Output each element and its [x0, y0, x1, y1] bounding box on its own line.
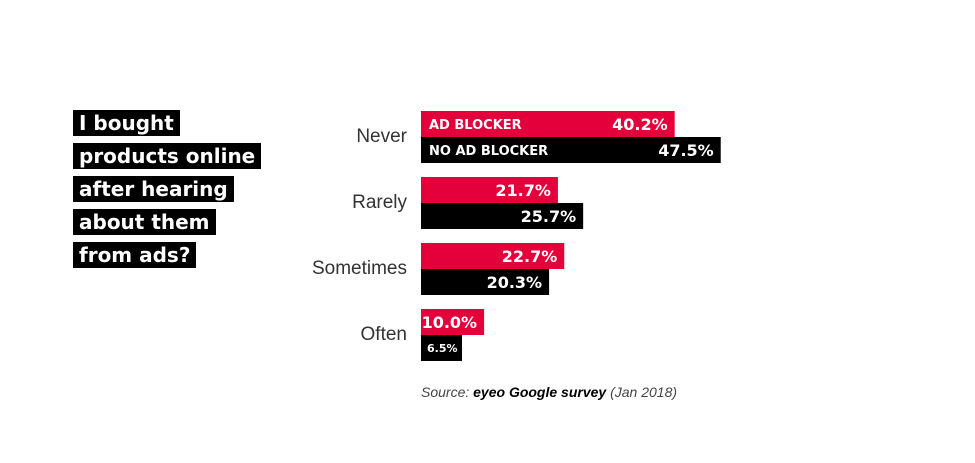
source-prefix: Source: [421, 384, 474, 400]
category-label-often: Often [361, 324, 407, 345]
bar-never-ad-blocker [421, 111, 675, 137]
bar-never-no-ad-blocker [421, 137, 721, 163]
headline-question: I bought products online after hearing a… [73, 110, 283, 275]
legend-label-no-ad-blocker: NO AD BLOCKER [429, 144, 548, 159]
headline-line-3: after hearing [73, 176, 234, 202]
source-name: eyeo Google survey [473, 384, 607, 400]
value-label-sometimes-no-ad-blocker: 20.3% [487, 273, 543, 292]
headline-line-1: I bought [73, 110, 180, 136]
value-label-sometimes-ad-blocker: 22.7% [502, 247, 558, 266]
headline-line-2: products online [73, 143, 262, 169]
bar-rarely-ad-blocker [421, 177, 558, 203]
headline-line-5: from ads? [73, 242, 197, 268]
value-label-never-ad-blocker: 40.2% [612, 115, 668, 134]
value-label-never-no-ad-blocker: 47.5% [658, 141, 714, 160]
bar-sometimes-no-ad-blocker [421, 269, 550, 295]
bar-often-ad-blocker [421, 309, 485, 335]
bar-sometimes-ad-blocker [421, 243, 565, 269]
bar-rarely-no-ad-blocker [421, 203, 584, 229]
source-note: Source: eyeo Google survey (Jan 2018) [421, 384, 677, 400]
bar-often-no-ad-blocker [421, 335, 463, 361]
legend-label-ad-blocker: AD BLOCKER [429, 118, 522, 133]
source-suffix: (Jan 2018) [606, 384, 678, 400]
category-label-sometimes: Sometimes [312, 258, 407, 279]
value-label-rarely-ad-blocker: 21.7% [495, 181, 551, 200]
category-label-rarely: Rarely [352, 192, 407, 213]
headline-line-4: about them [73, 209, 216, 235]
value-label-often-ad-blocker: 10.0% [422, 313, 478, 332]
value-label-often-no-ad-blocker: 6.5% [427, 342, 458, 355]
category-label-never: Never [356, 126, 407, 147]
value-label-rarely-no-ad-blocker: 25.7% [521, 207, 577, 226]
